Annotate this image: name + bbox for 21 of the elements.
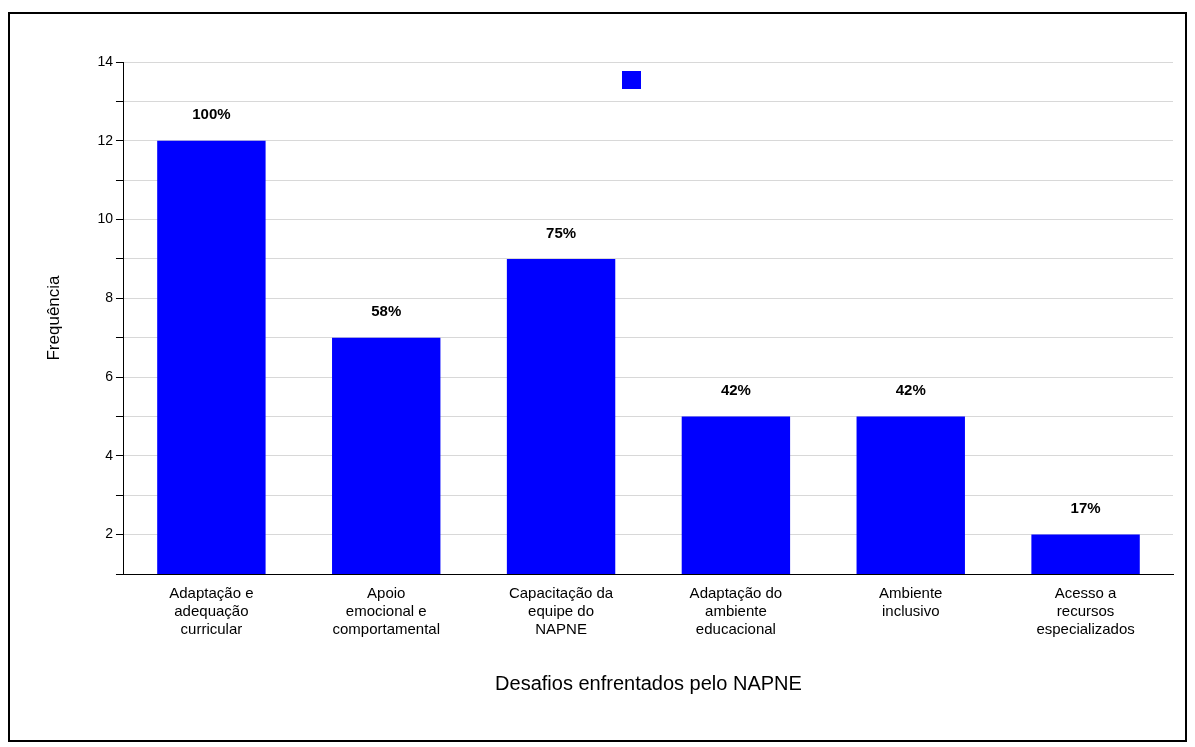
annotation: 58% (371, 302, 402, 320)
y-tick-label: 12 (97, 131, 114, 148)
annotation: 100% (192, 105, 231, 123)
y-axis-title: Frequência (43, 274, 63, 361)
annotation: 75% (546, 223, 577, 241)
annotation: 42% (895, 381, 926, 399)
x-axis-title: Desafios enfrentados pelo NAPNE (495, 671, 802, 694)
y-tick-label: 8 (105, 289, 114, 306)
x-tick-label: Adaptação e adequação curricular (169, 584, 254, 638)
y-tick-label: 2 (105, 525, 114, 542)
annotation: 17% (1070, 499, 1101, 517)
y-tick-label: 4 (105, 446, 114, 463)
annotation: 42% (720, 381, 751, 399)
y-tick-label: 6 (105, 367, 114, 384)
y-tick-label: 14 (97, 52, 114, 69)
x-tick-label: Capacitação da equipe do NAPNE (508, 584, 614, 638)
x-tick-label: Apoio emocional e comportamental (332, 584, 441, 638)
x-tick-label: Acesso a recursos especializados (1036, 584, 1135, 638)
x-tick-label: Adaptação do ambiente educacional (689, 584, 783, 638)
x-tick-label: Ambiente inclusivo (879, 584, 943, 620)
y-tick-label: 10 (97, 210, 114, 227)
